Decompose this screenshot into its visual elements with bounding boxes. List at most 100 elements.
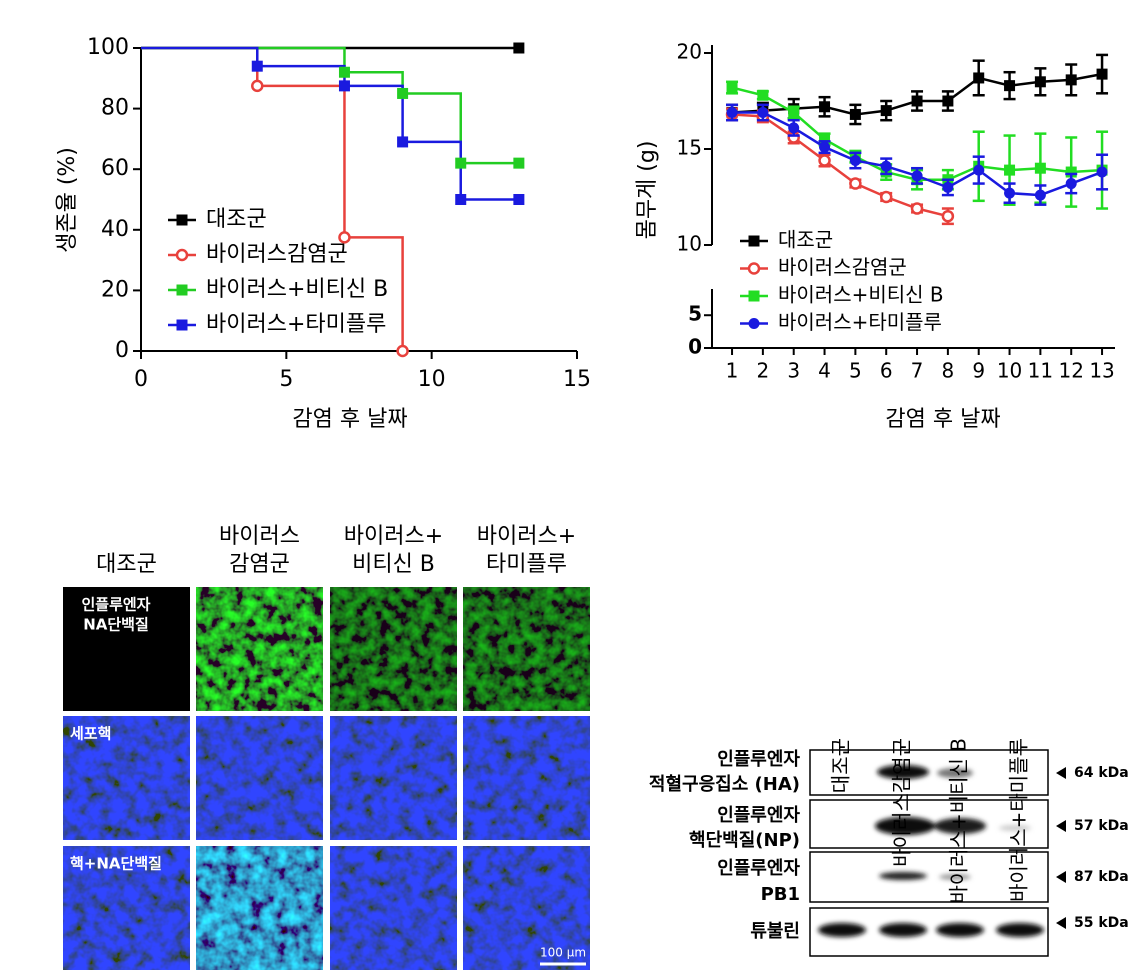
legend-marker [176, 319, 188, 331]
marker [397, 136, 409, 148]
marker [880, 105, 892, 117]
legend-label: 바이러스+타미플루 [778, 310, 942, 334]
marker [455, 194, 467, 205]
micrograph [196, 716, 323, 840]
row-label: NA단백질 [83, 616, 149, 634]
blot-row-label: 인플루엔자 [717, 805, 800, 826]
marker [397, 87, 409, 99]
blot-row-label: 인플루엔자 [717, 858, 800, 879]
x-tick-label: 9 [972, 359, 985, 383]
survival-line [141, 46, 404, 351]
size-arrow [1056, 917, 1066, 929]
column-header: 바이러스+ [477, 524, 576, 549]
marker [1065, 178, 1077, 190]
marker [910, 202, 924, 215]
x-tick-label: 1 [726, 359, 739, 383]
x-tick-label: 15 [563, 367, 591, 392]
size-label: 57 kDa [1074, 818, 1129, 834]
marker [941, 209, 955, 223]
x-axis-label: 감염 후 날짜 [885, 407, 1000, 432]
marker [849, 155, 861, 167]
legend-marker [175, 248, 189, 262]
x-tick-label: 6 [880, 359, 893, 383]
marker [911, 170, 923, 182]
marker [819, 141, 831, 153]
legend-marker [747, 262, 761, 275]
row-label: 인플루엔자 [81, 596, 150, 614]
marker [973, 164, 985, 176]
x-tick-label: 4 [818, 359, 831, 383]
marker [911, 95, 923, 107]
blot [809, 749, 1049, 957]
band [875, 817, 935, 835]
micrograph [196, 587, 323, 711]
y-tick-label: 60 [101, 156, 129, 181]
marker [338, 80, 350, 92]
marker [251, 79, 264, 93]
marker [1004, 164, 1016, 176]
x-tick-label: 10 [997, 359, 1022, 383]
size-arrow [1056, 871, 1066, 883]
y-axis-label: 몸무게 (g) [635, 141, 660, 240]
blot-row-label: 인플루엔자 [717, 749, 800, 770]
x-tick-label: 11 [1028, 359, 1053, 383]
y-tick-label: 20 [101, 277, 129, 302]
band [996, 923, 1044, 937]
marker [1096, 68, 1108, 80]
marker [338, 66, 350, 78]
column-header: 바이러스 [219, 524, 300, 549]
micrograph [330, 587, 457, 711]
marker [513, 42, 525, 54]
y-tick-label: 80 [101, 96, 129, 121]
band [879, 923, 927, 937]
micrograph [463, 716, 590, 840]
blot-row-label: PB1 [761, 884, 800, 905]
micrograph [330, 716, 457, 840]
y-tick-label: 20 [677, 40, 702, 64]
band [934, 818, 986, 834]
y-tick-label: 0 [115, 338, 129, 363]
legend-marker [748, 290, 760, 302]
size-label: 64 kDa [1074, 765, 1129, 781]
marker [396, 344, 409, 358]
x-axis-label: 감염 후 날짜 [292, 407, 407, 432]
lane-label: 바이러스+타미플루 [1007, 738, 1031, 902]
size-arrow [1056, 767, 1066, 779]
x-tick-label: 5 [849, 359, 862, 383]
marker [757, 107, 769, 119]
band [937, 768, 973, 778]
x-tick-label: 0 [134, 367, 148, 392]
column-header: 타미플루 [486, 552, 567, 577]
weight-line [731, 113, 949, 218]
band [877, 765, 929, 779]
marker [757, 89, 769, 101]
marker [788, 107, 800, 119]
marker [1004, 187, 1016, 199]
marker [1004, 80, 1016, 92]
y-tick-label: 40 [101, 217, 129, 242]
marker [455, 157, 467, 169]
micrograph [63, 587, 190, 711]
column-header: 바이러스+ [344, 524, 443, 549]
micrograph [63, 846, 190, 970]
marker [338, 231, 351, 244]
marker [819, 101, 831, 113]
survival-line [141, 46, 519, 201]
scale-bar-label: 100 µm [540, 946, 586, 960]
marker [513, 157, 525, 169]
marker [726, 82, 738, 94]
marker [788, 122, 800, 134]
micrograph [196, 846, 323, 970]
legend-label: 바이러스+비티신 B [778, 283, 944, 307]
y-axis-label: 생존율 (%) [55, 147, 80, 253]
size-label: 87 kDa [1074, 869, 1129, 885]
legend-label: 바이러스감염군 [206, 242, 348, 267]
lane-label: 대조군 [829, 738, 853, 793]
marker [942, 181, 954, 193]
column-header: 감염군 [229, 552, 290, 577]
band [999, 825, 1031, 831]
column-header: 비티신 B [352, 552, 435, 577]
column-header: 대조군 [96, 552, 157, 577]
x-tick-label: 3 [787, 359, 800, 383]
